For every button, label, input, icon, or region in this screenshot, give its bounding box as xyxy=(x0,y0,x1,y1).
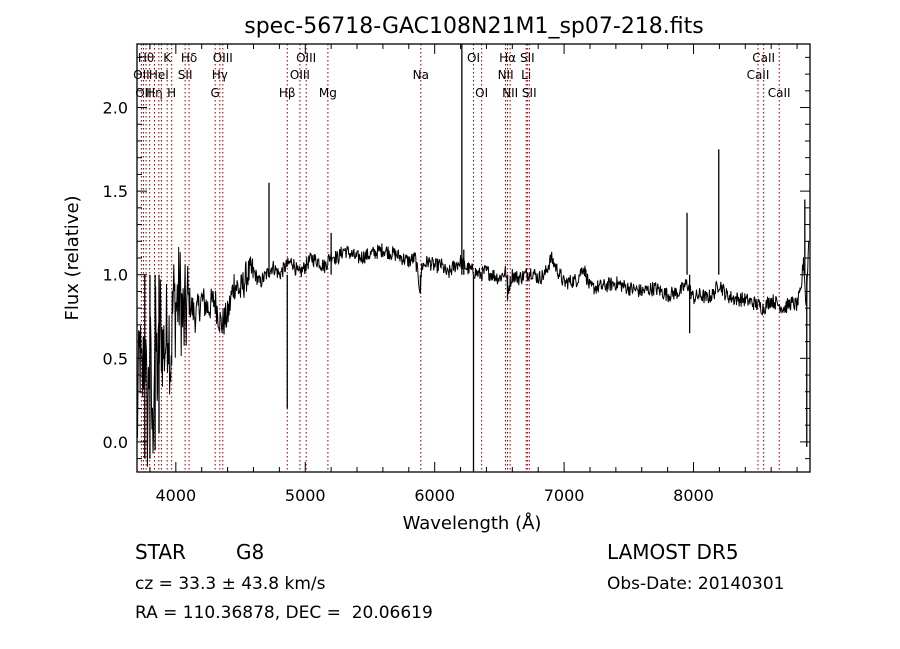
line-marker-label: NII xyxy=(498,68,514,82)
line-marker-label: K xyxy=(163,51,172,65)
y-tick-label: 1.0 xyxy=(103,266,128,285)
y-axis: 0.0 0.5 1.0 1.5 2.0 xyxy=(103,56,810,460)
y-tick-label: 1.5 xyxy=(103,182,128,201)
line-marker-label: SII xyxy=(178,68,193,82)
x-tick-label: 5000 xyxy=(285,486,326,505)
sky-coordinates: RA = 110.36878, DEC = 20.06619 xyxy=(135,603,433,623)
line-marker-label: G xyxy=(211,86,220,100)
line-marker-label: OIII xyxy=(213,51,233,65)
line-marker-label: SII xyxy=(522,86,537,100)
line-marker-label: Hη xyxy=(146,86,163,100)
line-marker-label: Mg xyxy=(319,86,337,100)
spectral-line-markers: OIIOIIHθHηHeIKHSIIHδGHγOIIIHβOIIIOIIIMgN… xyxy=(133,44,791,472)
line-marker-label: Hθ xyxy=(138,51,154,65)
line-marker-label: Hβ xyxy=(279,86,296,100)
line-marker-label: NII xyxy=(502,86,518,100)
observation-date: Obs-Date: 20140301 xyxy=(607,574,785,594)
y-axis-label: Flux (relative) xyxy=(62,195,83,320)
line-marker-label: CaII xyxy=(752,51,775,65)
line-marker-label: OII xyxy=(133,68,150,82)
redshift-velocity: cz = 33.3 ± 43.8 km/s xyxy=(135,574,326,594)
line-marker-label: Hδ xyxy=(181,51,197,65)
line-marker-label: CaII xyxy=(747,68,770,82)
x-axis: 4000 5000 6000 7000 8000 xyxy=(149,44,798,505)
spectrum-series xyxy=(136,44,810,472)
line-marker-label: Li xyxy=(521,68,531,82)
survey-name: LAMOST DR5 xyxy=(607,540,739,564)
line-marker-label: OI xyxy=(475,86,488,100)
x-tick-label: 6000 xyxy=(414,486,455,505)
x-tick-label: 7000 xyxy=(544,486,585,505)
line-marker-label: HeI xyxy=(149,68,169,82)
line-marker-label: OIII xyxy=(290,68,310,82)
line-marker-label: SII xyxy=(520,51,535,65)
line-marker-label: Hγ xyxy=(212,68,228,82)
line-marker-label: OIII xyxy=(296,51,316,65)
line-marker-label: OII xyxy=(135,86,152,100)
chart-title: spec-56718-GAC108N21M1_sp07-218.fits xyxy=(244,14,704,39)
x-tick-label: 4000 xyxy=(155,486,196,505)
x-axis-label: Wavelength (Å) xyxy=(403,512,542,534)
line-marker-label: H xyxy=(167,86,176,100)
line-marker-label: OI xyxy=(467,51,480,65)
object-class: STAR xyxy=(135,540,186,564)
y-tick-label: 0.0 xyxy=(103,433,128,452)
y-tick-label: 2.0 xyxy=(103,99,128,118)
line-marker-label: Hα xyxy=(499,51,516,65)
line-marker-label: CaII xyxy=(768,86,791,100)
y-tick-label: 0.5 xyxy=(103,349,128,368)
object-subclass: G8 xyxy=(236,540,265,564)
spectrum-line xyxy=(136,241,810,467)
line-marker-label: Na xyxy=(413,68,429,82)
x-tick-label: 8000 xyxy=(673,486,714,505)
